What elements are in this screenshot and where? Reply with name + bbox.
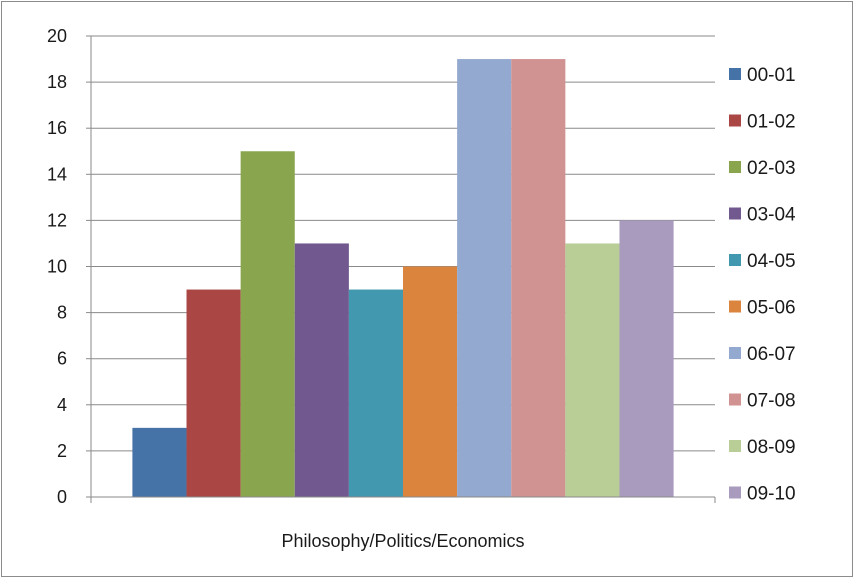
y-tick-label: 2 — [57, 441, 67, 461]
bar-05-06 — [403, 266, 458, 497]
y-tick-label: 4 — [57, 395, 67, 415]
y-tick-label: 10 — [47, 257, 67, 277]
legend-label: 09-10 — [747, 484, 796, 505]
legend-label: 05-06 — [747, 298, 796, 319]
legend-swatch — [729, 114, 741, 127]
legend-swatch — [729, 486, 741, 499]
y-tick-label: 0 — [57, 487, 67, 507]
bar-02-03 — [240, 151, 295, 497]
legend-label: 01-02 — [747, 112, 796, 133]
x-category-labels: Philosophy/Politics/Economics — [281, 531, 524, 551]
bar-09-10 — [619, 220, 674, 497]
bar-00-01 — [132, 427, 187, 497]
y-tick-label: 12 — [47, 210, 67, 230]
y-tick-label: 6 — [57, 349, 67, 369]
bar-06-07 — [457, 59, 512, 498]
legend-swatch — [729, 161, 741, 173]
legend-swatch — [729, 393, 741, 406]
bar-07-08 — [511, 59, 566, 498]
legend-swatch — [729, 347, 741, 359]
y-tick-label: 16 — [47, 118, 67, 138]
x-category-label: Philosophy/Politics/Economics — [281, 531, 524, 551]
legend: 00-01 01-02 02-03 03-04 04-05 05-06 06-07 07-08… — [729, 65, 796, 505]
legend-label: 08-09 — [747, 437, 796, 458]
bar-08-09 — [565, 243, 620, 497]
bar-03-04 — [294, 243, 349, 497]
y-tick-labels: 0 2 4 6 8 10 12 14 16 18 20 — [47, 26, 67, 507]
y-tick-label: 8 — [57, 303, 67, 323]
legend-label: 00-01 — [747, 65, 796, 86]
y-tick-label: 14 — [47, 164, 67, 184]
bars — [132, 59, 674, 498]
bar-04-05 — [348, 289, 403, 497]
legend-swatch — [729, 68, 741, 80]
legend-swatch — [729, 207, 741, 220]
legend-swatch — [729, 300, 741, 313]
legend-label: 06-07 — [747, 344, 796, 365]
y-tick-label: 18 — [47, 72, 67, 92]
legend-label: 03-04 — [747, 205, 796, 226]
legend-label: 07-08 — [747, 391, 796, 412]
legend-label: 02-03 — [747, 158, 796, 179]
legend-swatch — [729, 254, 741, 266]
bar-01-02 — [186, 289, 241, 497]
legend-label: 04-05 — [747, 251, 796, 272]
axes — [86, 35, 716, 503]
y-tick-label: 20 — [47, 26, 67, 46]
legend-swatch — [729, 440, 741, 452]
